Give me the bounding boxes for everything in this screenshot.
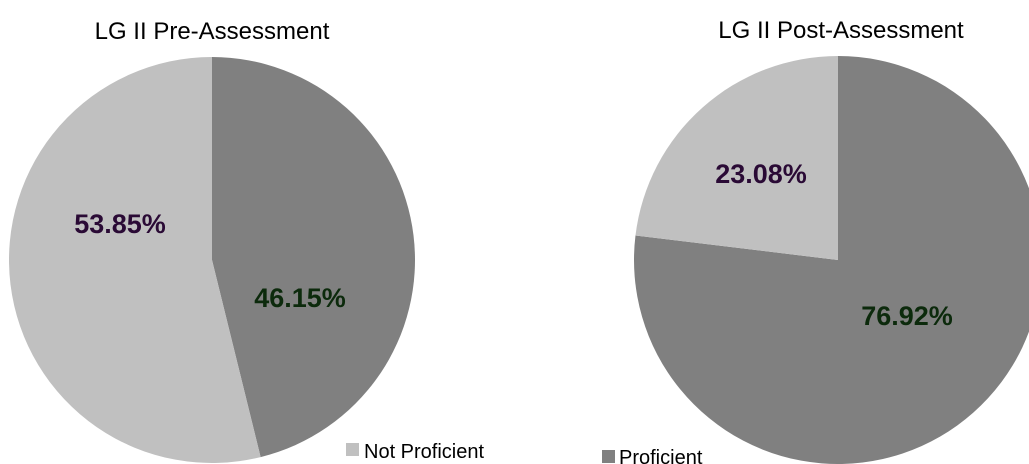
post-assessment-chart: LG II Post-Assessment 76.92% 23.08% — [634, 17, 1029, 464]
pre-data-label-proficient: 46.15% — [254, 283, 346, 313]
legend-item-proficient: Proficient — [602, 447, 703, 464]
legend-label-not-proficient: Not Proficient — [364, 441, 484, 463]
legend-swatch-proficient — [602, 450, 615, 463]
pre-assessment-title: LG II Pre-Assessment — [95, 18, 330, 45]
legend-label-proficient: Proficient — [619, 447, 703, 464]
post-data-label-not-proficient: 23.08% — [715, 159, 807, 189]
pre-slice-not-proficient — [8, 57, 261, 464]
pre-assessment-pie: 46.15% 53.85% — [8, 57, 415, 464]
pre-data-label-not-proficient: 53.85% — [74, 209, 166, 239]
post-slice-proficient — [634, 56, 1029, 464]
post-assessment-title: LG II Post-Assessment — [718, 17, 964, 44]
legend-item-not-proficient: Not Proficient — [346, 441, 484, 463]
pre-slice-proficient — [212, 57, 415, 458]
legend-swatch-not-proficient — [346, 443, 359, 456]
post-slice-not-proficient — [635, 56, 838, 260]
pre-assessment-chart: LG II Pre-Assessment 46.15% 53.85% — [8, 18, 415, 464]
post-data-label-proficient: 76.92% — [861, 301, 953, 331]
post-assessment-pie: 76.92% 23.08% — [634, 56, 1029, 464]
